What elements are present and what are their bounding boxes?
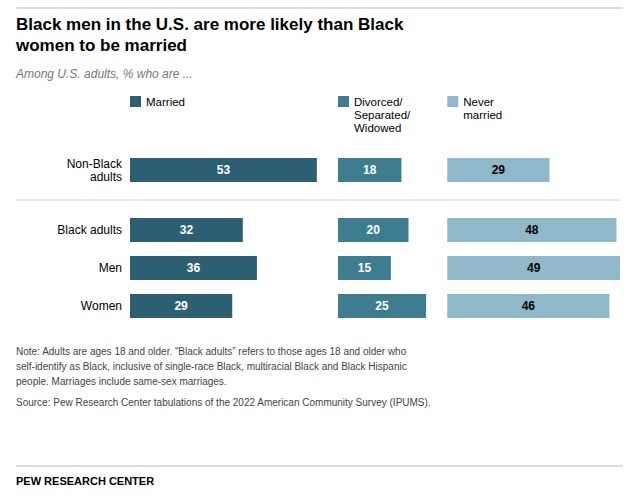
data-label: 29 <box>174 299 188 313</box>
legend-label: Married <box>146 96 185 108</box>
top-rule <box>16 8 623 9</box>
data-label: 15 <box>358 261 372 275</box>
bar <box>130 294 232 318</box>
note: people. Marriages include same-sex marri… <box>16 376 227 387</box>
bar <box>130 158 317 182</box>
bar <box>338 294 426 318</box>
bar <box>447 158 549 182</box>
category-label: Men <box>99 261 122 275</box>
subtitle: Among U.S. adults, % who are ... <box>15 67 193 81</box>
data-label: 53 <box>217 163 231 177</box>
data-label: 46 <box>522 299 536 313</box>
data-label: 32 <box>180 223 194 237</box>
data-label: 36 <box>187 261 201 275</box>
legend-swatch <box>130 96 141 107</box>
category-label: Non-Blackadults <box>67 157 123 184</box>
bar <box>130 218 243 242</box>
data-label: 29 <box>492 163 506 177</box>
bar <box>130 256 257 280</box>
bar <box>447 218 616 242</box>
data-label: 18 <box>363 163 377 177</box>
note: Note: Adults are ages 18 and older. “Bla… <box>16 346 407 357</box>
bars <box>130 158 620 318</box>
footer-rule <box>16 466 623 467</box>
legend-label: Nevermarried <box>463 96 502 121</box>
data-label: 49 <box>527 261 541 275</box>
data-label: 48 <box>525 223 539 237</box>
legend-label: Divorced/Separated/Widowed <box>354 96 411 134</box>
bar <box>338 158 401 182</box>
category-label: Women <box>81 299 122 313</box>
data-labels: 53 18 29 32 20 48 36 15 49 29 25 46 <box>174 163 540 313</box>
bar <box>338 218 409 242</box>
footer: PEW RESEARCH CENTER <box>16 475 154 487</box>
data-label: 25 <box>375 299 389 313</box>
bar <box>338 256 391 280</box>
chart: Black men in the U.S. are more likely th… <box>0 0 639 501</box>
separator <box>16 200 620 201</box>
category-label: Black adults <box>57 223 122 237</box>
note: self-identify as Black, inclusive of sin… <box>16 361 407 372</box>
legend-swatch <box>338 96 349 107</box>
bar <box>447 256 620 280</box>
title: Black men in the U.S. are more likely th… <box>15 15 404 55</box>
legend: Married Divorced/Separated/Widowed Neverma… <box>130 96 502 134</box>
data-label: 20 <box>367 223 381 237</box>
legend-swatch <box>447 96 458 107</box>
source: Source: Pew Research Center tabulations … <box>16 397 431 408</box>
bar <box>447 294 609 318</box>
